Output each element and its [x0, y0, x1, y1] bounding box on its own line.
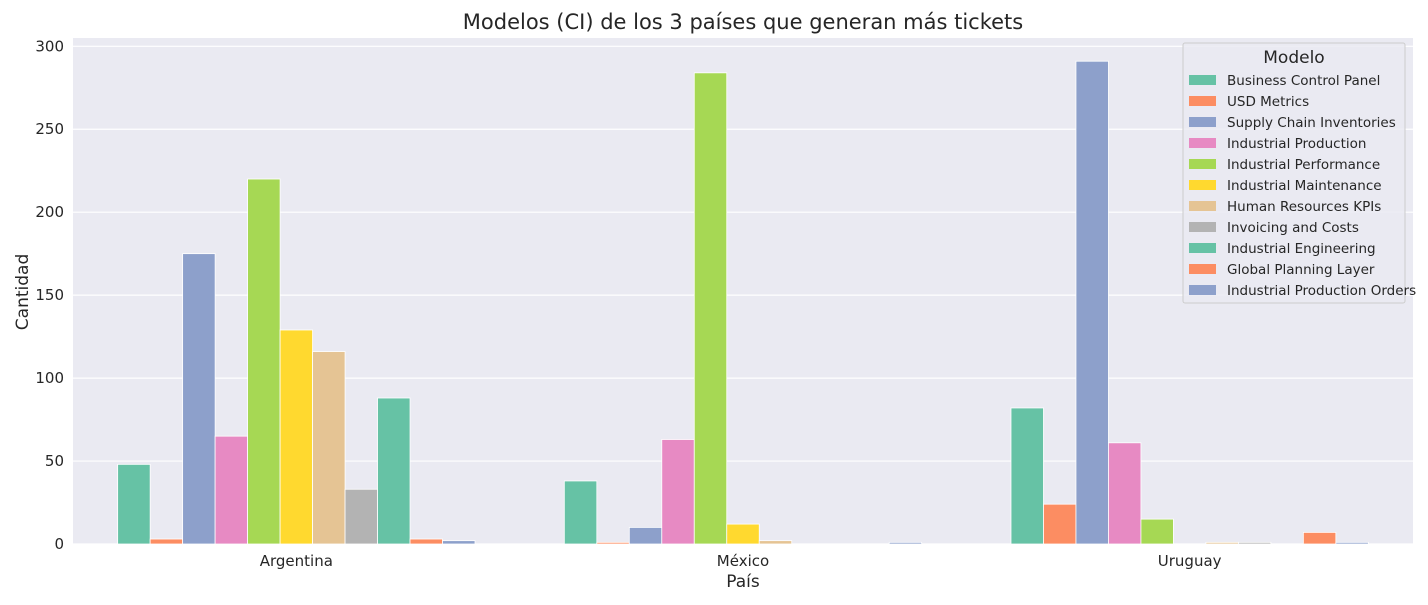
legend-swatch	[1189, 222, 1216, 232]
legend-title: Modelo	[1263, 48, 1324, 68]
x-tick-label: Uruguay	[1158, 552, 1222, 570]
bar	[661, 439, 695, 545]
bar	[1075, 60, 1109, 545]
legend-label: Invoicing and Costs	[1227, 220, 1359, 236]
y-axis-title: Cantidad	[13, 254, 33, 330]
bar	[1010, 407, 1044, 545]
legend-label: Industrial Engineering	[1227, 241, 1376, 257]
legend-swatch	[1189, 117, 1216, 127]
legend-swatch	[1189, 201, 1216, 211]
bar	[596, 541, 630, 545]
bar	[312, 351, 346, 545]
bar	[1302, 531, 1337, 545]
legend-label: Human Resources KPIs	[1227, 199, 1381, 215]
bar	[1205, 541, 1239, 545]
legend-swatch	[1189, 159, 1216, 169]
bar	[442, 540, 476, 545]
y-tick-label: 100	[35, 369, 64, 387]
legend-swatch	[1189, 264, 1216, 274]
bar	[279, 329, 313, 545]
bar	[182, 253, 216, 545]
bars	[117, 60, 1369, 545]
legend-label: Supply Chain Inventories	[1227, 115, 1396, 131]
y-tick-label: 200	[35, 203, 64, 221]
bar	[726, 523, 760, 545]
legend-swatch	[1189, 96, 1216, 106]
bar	[214, 435, 249, 545]
bar	[628, 527, 663, 545]
x-tick-label: México	[717, 552, 769, 570]
bar	[409, 538, 443, 545]
bar	[377, 397, 411, 545]
bar	[1335, 541, 1369, 545]
legend-label: Industrial Production Orders	[1227, 283, 1416, 299]
x-tick-label: Argentina	[260, 552, 333, 570]
bar	[1043, 503, 1077, 545]
y-tick-label: 150	[35, 286, 64, 304]
legend-swatch	[1189, 75, 1216, 85]
y-tick-labels: 0 50 100 150 200 250 300	[35, 37, 64, 553]
legend-swatch	[1189, 285, 1216, 295]
bar	[344, 488, 378, 545]
legend: Modelo Business Control Panel USD Metrics…	[1182, 42, 1416, 304]
y-tick-label: 0	[54, 535, 64, 553]
legend-label: Industrial Maintenance	[1227, 178, 1382, 194]
bar	[758, 540, 793, 545]
legend-label: Industrial Production	[1227, 136, 1366, 152]
bar	[693, 72, 728, 545]
bar	[1237, 541, 1272, 545]
legend-items: Business Control Panel USD Metrics Supply …	[1189, 73, 1416, 299]
legend-label: Industrial Performance	[1227, 157, 1380, 173]
bar	[1140, 518, 1174, 545]
legend-swatch	[1189, 138, 1216, 148]
legend-label: Business Control Panel	[1227, 73, 1380, 89]
bar	[247, 178, 281, 545]
legend-swatch	[1189, 180, 1216, 190]
y-tick-label: 250	[35, 120, 64, 138]
y-tick-label: 300	[35, 37, 64, 55]
bar	[563, 480, 598, 545]
legend-box	[1182, 42, 1406, 304]
legend-label: USD Metrics	[1227, 94, 1309, 110]
bar	[1108, 442, 1142, 545]
bar	[117, 463, 151, 545]
x-tick-labels: Argentina México Uruguay	[260, 552, 1222, 570]
chart-title: Modelos (CI) de los 3 países que generan…	[463, 10, 1023, 34]
y-tick-label: 50	[45, 452, 64, 470]
legend-swatch	[1189, 243, 1216, 253]
bar	[149, 538, 184, 545]
legend-label: Global Planning Layer	[1227, 262, 1375, 278]
bar	[888, 541, 923, 545]
x-axis-title: País	[726, 572, 760, 592]
